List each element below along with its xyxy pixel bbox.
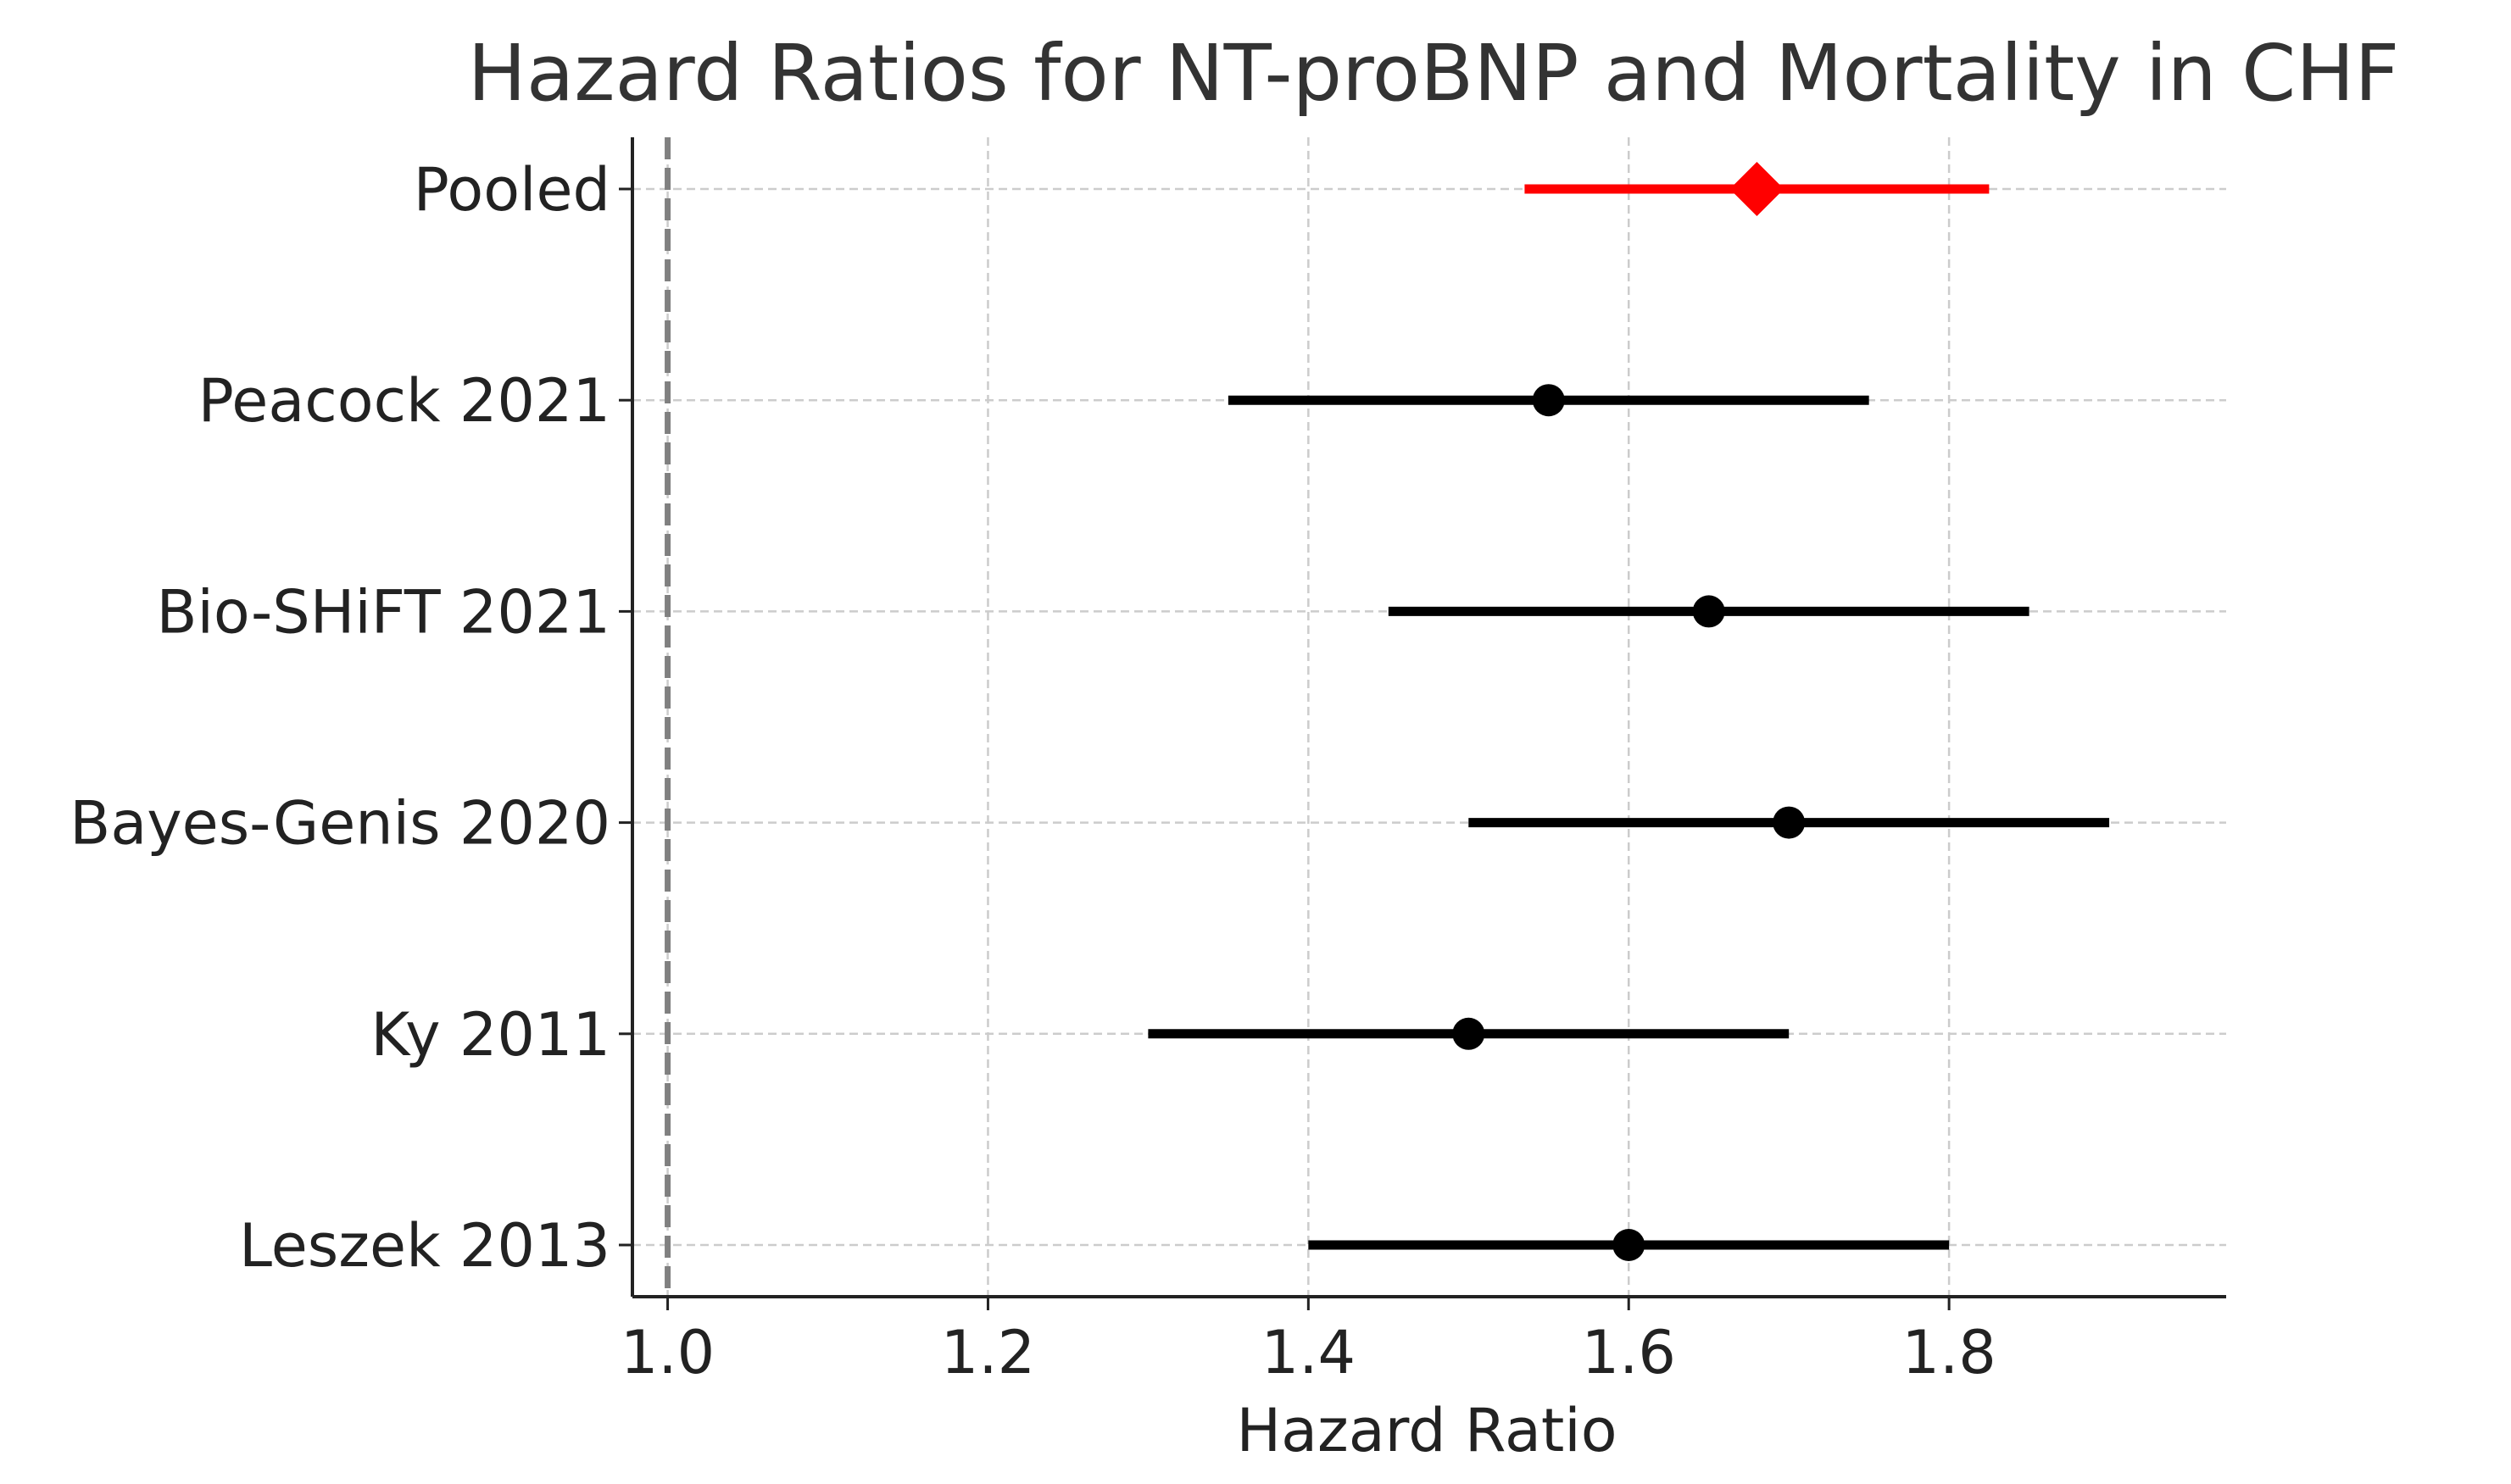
x-tick-label: 1.0: [621, 1318, 715, 1387]
study-point-estimate: [1612, 1229, 1645, 1261]
study-label: Peacock 2021: [198, 366, 610, 436]
x-tick-label: 1.8: [1901, 1318, 1996, 1387]
study-label: Bayes-Genis 2020: [70, 789, 610, 859]
pooled-estimate-diamond: [1729, 162, 1784, 216]
study-point-estimate: [1452, 1017, 1485, 1050]
study-point-estimate: [1773, 806, 1806, 839]
grid-layer: [632, 137, 2226, 1297]
x-tick-label: 1.2: [941, 1318, 1035, 1387]
x-axis-label: Hazard Ratio: [1236, 1396, 1617, 1465]
study-point-estimate: [1532, 384, 1565, 417]
study-point-estimate: [1692, 595, 1725, 628]
study-label: Leszek 2013: [239, 1211, 610, 1281]
study-label: Pooled: [414, 155, 610, 225]
study-label: Bio-SHiFT 2021: [156, 577, 610, 647]
marks-layer: [1148, 162, 2110, 1261]
x-tick-label: 1.6: [1582, 1318, 1676, 1387]
chart-title: Hazard Ratios for NT-proBNP and Mortalit…: [468, 28, 2400, 119]
axes-layer: [619, 137, 2226, 1310]
labels-layer: 1.0 1.2 1.4 1.6 1.8 Pooled Peacock 2021 Bio-SHi…: [70, 155, 1996, 1387]
study-label: Ky 2011: [370, 1000, 610, 1070]
x-tick-label: 1.4: [1261, 1318, 1356, 1387]
